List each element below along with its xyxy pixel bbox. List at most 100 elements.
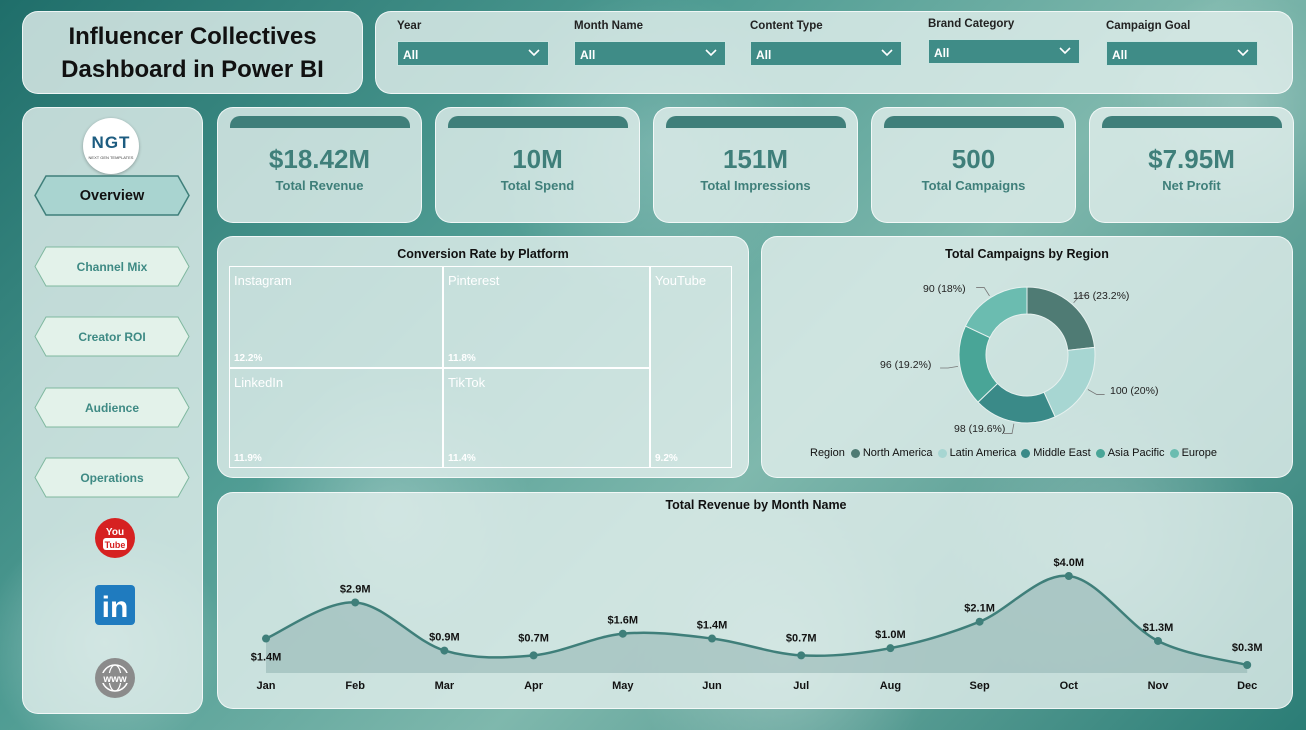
treemap-cell-name: Instagram — [234, 273, 292, 288]
www-globe-icon[interactable]: www — [94, 657, 136, 699]
kpi-card-total-spend: 10M Total Spend — [435, 107, 640, 223]
data-point-jul[interactable] — [797, 651, 806, 660]
x-tick-label: Feb — [345, 680, 365, 692]
treemap-cell-name: Pinterest — [448, 273, 500, 288]
nav-audience-label: Audience — [84, 400, 139, 415]
data-label: $2.9M — [340, 583, 371, 595]
treemap-cell-youtube[interactable]: YouTube 9.2% — [650, 266, 732, 468]
kpi-card-total-campaigns: 500 Total Campaigns — [871, 107, 1076, 223]
filter-year: Year All — [397, 20, 549, 66]
x-tick-label: Oct — [1060, 680, 1079, 692]
nav-creator-roi-button[interactable]: Creator ROI — [34, 316, 190, 357]
treemap-cell-value: 11.9% — [234, 453, 262, 464]
legend-item-middle-east[interactable]: Middle East — [1021, 447, 1091, 459]
donut-legend: Region North America Latin America Middl… — [810, 447, 1222, 459]
data-point-dec[interactable] — [1243, 661, 1252, 669]
treemap-cell-pinterest[interactable]: Pinterest 11.8% — [443, 266, 650, 368]
data-label: $1.0M — [875, 629, 906, 641]
area-chart: $1.4M Jan $2.9M Feb $0.9M Mar $0.7M Apr $1.6M May… — [251, 557, 1263, 692]
data-label: $0.9M — [429, 632, 460, 644]
data-point-apr[interactable] — [529, 651, 538, 660]
svg-text:Tube: Tube — [105, 540, 126, 550]
nav-creator-roi-label: Creator ROI — [78, 329, 146, 344]
kpi-value: 151M — [722, 144, 789, 174]
year-dropdown[interactable]: All — [397, 41, 549, 66]
x-tick-label: May — [612, 680, 634, 692]
treemap-cell-name: YouTube — [655, 273, 707, 288]
data-point-nov[interactable] — [1154, 636, 1162, 645]
data-point-oct[interactable] — [1064, 572, 1073, 580]
donut-leader-line — [1087, 389, 1105, 395]
content-type-dropdown[interactable]: All — [750, 41, 902, 66]
youtube-icon[interactable]: You Tube — [94, 517, 136, 559]
revenue-by-month-chart-panel: Total Revenue by Month Name $1.4M Jan $2.9… — [217, 492, 1293, 709]
data-point-mar[interactable] — [440, 646, 449, 655]
svg-text:www: www — [102, 674, 127, 685]
svg-text:in: in — [102, 591, 129, 624]
legend-item-europe[interactable]: Europe — [1169, 447, 1217, 459]
data-label: $0.3M — [1232, 642, 1263, 654]
legend-item-latin-america[interactable]: Latin America — [937, 447, 1016, 459]
nav-overview-label: Overview — [79, 187, 145, 204]
chevron-down-icon — [1059, 47, 1071, 55]
legend-item-asia-pacific[interactable]: Asia Pacific — [1095, 447, 1165, 459]
filter-content-type: Content Type All — [750, 20, 902, 66]
donut-label-europe: 90 (18%) — [923, 283, 966, 295]
campaign-goal-dropdown[interactable]: All — [1106, 41, 1258, 66]
linkedin-icon[interactable]: in — [94, 584, 136, 626]
donut-leader-line — [1073, 294, 1089, 304]
kpi-label: Total Revenue — [275, 178, 364, 193]
nav-overview-button[interactable]: Overview — [34, 175, 190, 216]
data-label: $1.4M — [251, 652, 282, 664]
donut-slice-latin-america[interactable] — [1043, 346, 1096, 418]
data-point-jun[interactable] — [708, 634, 716, 643]
x-tick-label: Dec — [1237, 680, 1257, 692]
donut-leader-line — [1004, 423, 1015, 434]
treemap-cell-tiktok[interactable]: TikTok 11.4% — [443, 368, 650, 468]
chart-title: Total Campaigns by Region — [945, 247, 1109, 261]
kpi-card-total-revenue: $18.42M Total Revenue — [217, 107, 422, 223]
filter-month-name: Month Name All — [574, 20, 726, 66]
data-point-jan[interactable] — [262, 634, 270, 643]
nav-channel-mix-label: Channel Mix — [76, 259, 148, 274]
treemap-cell-name: TikTok — [448, 375, 486, 390]
chevron-down-icon — [881, 49, 893, 57]
nav-channel-mix-button[interactable]: Channel Mix — [34, 246, 190, 287]
nav-audience-button[interactable]: Audience — [34, 387, 190, 428]
kpi-value: $7.95M — [1148, 144, 1235, 174]
nav-operations-button[interactable]: Operations — [34, 457, 190, 498]
filter-label: Campaign Goal — [1106, 20, 1191, 32]
filter-label: Month Name — [574, 20, 643, 32]
sidebar: NGT NEXT GEN TEMPLATES Overview Channel … — [22, 107, 203, 714]
kpi-card-net-profit: $7.95M Net Profit — [1089, 107, 1294, 223]
donut-leader-line — [976, 287, 990, 297]
brand-category-dropdown[interactable]: All — [928, 39, 1080, 64]
data-label: $0.7M — [786, 632, 817, 644]
legend-item-north-america[interactable]: North America — [850, 447, 933, 459]
month-name-dropdown[interactable]: All — [574, 41, 726, 66]
x-tick-label: Mar — [435, 680, 455, 692]
legend-title: Region — [810, 447, 845, 459]
treemap-cell-value: 11.8% — [448, 353, 476, 364]
chevron-down-icon — [1237, 49, 1249, 57]
ngt-logo: NGT NEXT GEN TEMPLATES — [83, 118, 139, 174]
kpi-label: Total Campaigns — [921, 178, 1026, 193]
filter-bar: Year All Month Name All Content Type All… — [375, 11, 1293, 94]
donut-chart — [940, 286, 1105, 434]
data-point-aug[interactable] — [886, 644, 895, 653]
filter-label: Brand Category — [928, 18, 1015, 30]
revenue-line — [265, 574, 1248, 667]
data-point-feb[interactable] — [351, 598, 360, 607]
data-label: $1.3M — [1143, 622, 1174, 634]
donut-label-middle-east: 98 (19.6%) — [954, 423, 1006, 435]
chevron-down-icon — [705, 49, 717, 57]
donut-leader-line — [940, 365, 958, 369]
treemap-cell-instagram[interactable]: Instagram 12.2% — [229, 266, 443, 368]
campaigns-by-region-donut-panel: Total Campaigns by Region 116 (23.2%) 10… — [761, 236, 1293, 478]
data-point-sep[interactable] — [975, 617, 984, 626]
x-tick-label: Jun — [702, 680, 722, 692]
donut-slice-europe[interactable] — [964, 286, 1028, 339]
data-point-may[interactable] — [618, 629, 627, 638]
treemap-cell-linkedin[interactable]: LinkedIn 11.9% — [229, 368, 443, 468]
nav-operations-label: Operations — [80, 470, 144, 485]
